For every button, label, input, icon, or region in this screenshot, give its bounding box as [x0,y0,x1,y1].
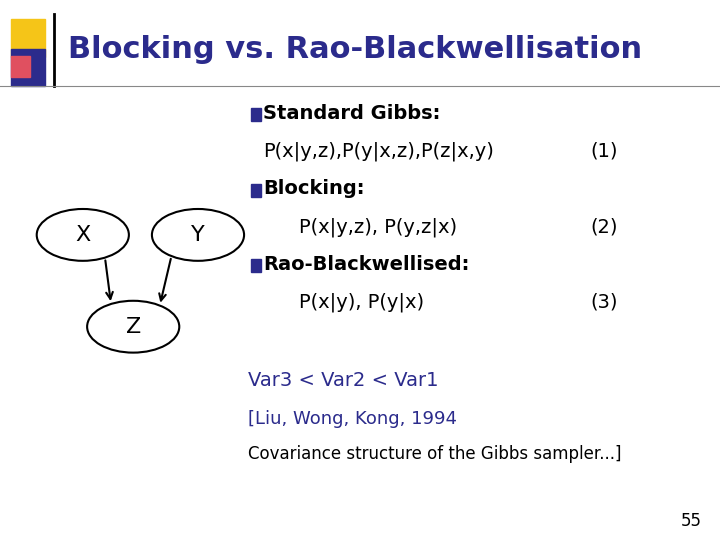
Text: Var3 < Var2 < Var1: Var3 < Var2 < Var1 [248,371,439,390]
Text: (2): (2) [590,217,618,237]
Text: Y: Y [191,225,205,245]
Text: Z: Z [125,316,141,337]
Text: [Liu, Wong, Kong, 1994: [Liu, Wong, Kong, 1994 [248,409,457,428]
Text: P(x|y,z),P(y|x,z),P(z|x,y): P(x|y,z),P(y|x,z),P(z|x,y) [263,141,494,161]
Ellipse shape [37,209,129,261]
Text: 55: 55 [681,512,702,530]
Ellipse shape [87,301,179,353]
Bar [11,56,30,77]
Text: X: X [75,225,91,245]
Bar [11,19,45,57]
Text: Covariance structure of the Gibbs sampler...]: Covariance structure of the Gibbs sample… [248,444,622,463]
Bar [251,184,261,197]
Text: Blocking vs. Rao-Blackwellisation: Blocking vs. Rao-Blackwellisation [68,35,642,64]
Text: Standard Gibbs:: Standard Gibbs: [263,104,440,123]
Text: P(x|y), P(y|x): P(x|y), P(y|x) [299,293,424,312]
Text: Rao-Blackwellised:: Rao-Blackwellised: [263,255,469,274]
Ellipse shape [152,209,244,261]
Bar [251,259,261,272]
Bar [11,49,45,86]
Text: (3): (3) [590,293,618,312]
Text: (1): (1) [590,141,618,161]
Bar [251,108,261,121]
Text: Blocking:: Blocking: [263,179,364,199]
Text: P(x|y,z), P(y,z|x): P(x|y,z), P(y,z|x) [299,217,457,237]
